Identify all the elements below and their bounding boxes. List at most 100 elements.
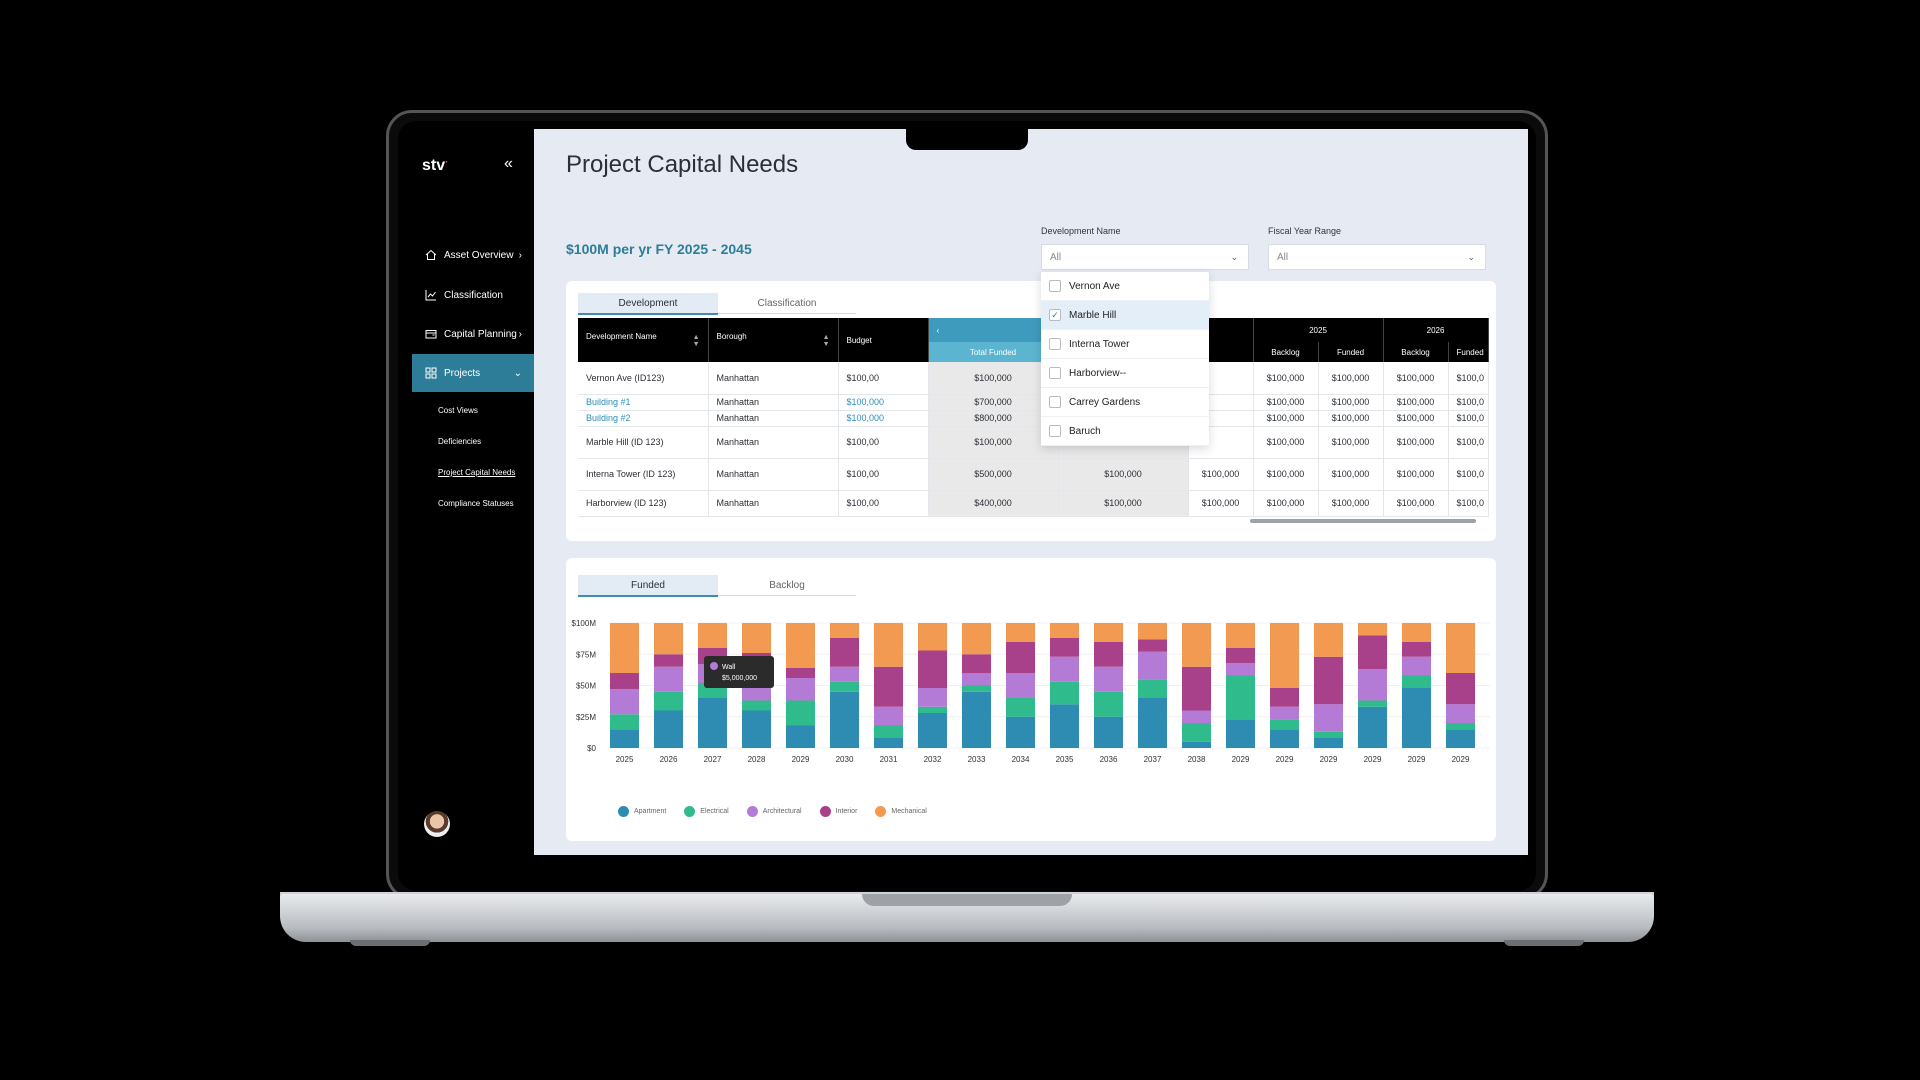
tab-development[interactable]: Development — [578, 293, 718, 315]
x-tick-label: 2029 — [1320, 755, 1338, 764]
logo[interactable]: stv· — [422, 157, 449, 174]
bar-segment-interior — [1138, 639, 1167, 652]
col-header-development[interactable]: Development Name ▲ ▼ — [578, 318, 709, 362]
sidebar-subitem-cost-views[interactable]: Cost Views — [438, 406, 478, 415]
dropdown-option[interactable]: Carrey Gardens — [1041, 388, 1209, 417]
checkbox-icon[interactable] — [1049, 425, 1061, 437]
row-budget-cell: $100,000 — [838, 394, 929, 411]
row-value-cell: $100,000 — [1318, 426, 1384, 459]
sidebar-item-asset-overview[interactable]: Asset Overview › — [412, 236, 534, 274]
dropdown-option[interactable]: ✓ Marble Hill — [1041, 301, 1209, 330]
bar-segment-apartment — [786, 725, 815, 748]
bar-segment-architectural — [1314, 704, 1343, 732]
table-row[interactable]: Interna Tower (ID 123) Manhattan $100,00 $5… — [578, 458, 1489, 491]
dropdown-option-label: Marble Hill — [1069, 309, 1117, 321]
row-value-cell: $100,000 — [1383, 458, 1449, 491]
legend-label: Architectural — [762, 808, 802, 815]
x-tick-label: 2032 — [924, 755, 942, 764]
row-value-cell: $100,000 — [1383, 410, 1449, 427]
x-tick-label: 2030 — [836, 755, 854, 764]
row-name-cell[interactable]: Building #1 — [578, 394, 709, 411]
checkbox-icon[interactable] — [1049, 280, 1061, 292]
bar-segment-interior — [1358, 635, 1387, 670]
dropdown-option-label: Interna Tower — [1069, 338, 1130, 350]
sort-icon[interactable]: ▲ ▼ — [692, 334, 700, 348]
development-select[interactable]: All ⌄ — [1041, 244, 1249, 270]
bar-segment-interior — [962, 654, 991, 673]
sidebar-item-capital-planning[interactable]: Capital Planning › — [412, 315, 534, 353]
col-header-year-2026: 2026 — [1383, 318, 1489, 342]
chevron-down-icon: ⌄ — [1467, 252, 1475, 262]
bar-segment-interior — [1050, 638, 1079, 657]
checkbox-icon[interactable] — [1049, 396, 1061, 408]
x-tick-label: 2034 — [1012, 755, 1030, 764]
col-header-budget: Budget — [838, 318, 929, 362]
legend-item[interactable]: Interior — [819, 806, 857, 817]
tab-backlog[interactable]: Backlog — [718, 575, 856, 596]
avatar[interactable] — [424, 811, 450, 837]
table-row[interactable]: Building #2 Manhattan $100,000 $800,000 $100… — [578, 410, 1489, 427]
prev-years-button[interactable]: ‹ — [928, 318, 1059, 342]
table-row[interactable]: Vernon Ave (ID123) Manhattan $100,00 $100,0… — [578, 362, 1489, 395]
laptop-foot-right — [1504, 940, 1584, 946]
wallet-icon — [424, 327, 438, 341]
checkbox-checked-icon[interactable]: ✓ — [1049, 309, 1061, 321]
horizontal-scrollbar[interactable] — [1250, 519, 1476, 523]
table-row[interactable]: Marble Hill (ID 123) Manhattan $100,00 $100… — [578, 426, 1489, 459]
bar-segment-apartment — [1314, 738, 1343, 748]
fiscal-year-select[interactable]: All ⌄ — [1268, 244, 1486, 270]
row-value-cell: $100,000 — [1318, 490, 1384, 517]
bar-segment-apartment — [1050, 704, 1079, 748]
sidebar-subitem-deficiencies[interactable]: Deficiencies — [438, 437, 482, 446]
table-row[interactable]: Harborview (ID 123) Manhattan $100,00 $400,… — [578, 490, 1489, 517]
table-row[interactable]: Building #1 Manhattan $100,000 $700,000 $100… — [578, 394, 1489, 411]
row-value-cell: $100,000 — [1318, 362, 1384, 395]
dropdown-option[interactable]: Interna Tower — [1041, 330, 1209, 359]
row-borough-cell: Manhattan — [708, 394, 839, 411]
bar-segment-mechanical — [1358, 623, 1387, 636]
col-header-year-2025: 2025 — [1253, 318, 1384, 342]
tooltip-swatch — [710, 662, 718, 670]
col-header-funded: Funded — [1448, 342, 1489, 362]
bar-segment-apartment — [742, 710, 771, 748]
dropdown-option[interactable]: Vernon Ave — [1041, 272, 1209, 301]
legend-item[interactable]: Architectural — [746, 806, 802, 817]
y-tick-label: $25M — [576, 713, 596, 722]
dropdown-option[interactable]: Baruch — [1041, 417, 1209, 446]
bar-segment-interior — [1402, 641, 1431, 657]
checkbox-icon[interactable] — [1049, 338, 1061, 350]
bar-segment-apartment — [874, 738, 903, 748]
checkbox-icon[interactable] — [1049, 367, 1061, 379]
col-header-borough[interactable]: Borough ▲ ▼ — [708, 318, 839, 362]
sidebar: stv· « Asset Overview › Classification C… — [412, 129, 534, 855]
y-tick-label: $50M — [576, 682, 596, 691]
sidebar-subitem-compliance-statuses[interactable]: Compliance Statuses — [438, 499, 514, 508]
row-name-cell[interactable]: Building #2 — [578, 410, 709, 427]
bar-segment-electrical — [742, 700, 771, 711]
bar-segment-electrical — [1006, 698, 1035, 717]
bar-segment-architectural — [918, 688, 947, 707]
legend-item[interactable]: Mechanical — [875, 806, 927, 817]
legend-swatch — [746, 806, 758, 817]
legend-item[interactable]: Apartment — [618, 806, 666, 817]
bar-segment-mechanical — [1094, 623, 1123, 642]
tab-classification[interactable]: Classification — [718, 293, 856, 314]
bar-segment-interior — [830, 638, 859, 667]
sidebar-subitem-project-capital-needs[interactable]: Project Capital Needs — [438, 468, 516, 477]
legend-item[interactable]: Electrical — [684, 806, 729, 817]
bar-segment-architectural — [1226, 663, 1255, 676]
sidebar-item-classification[interactable]: Classification — [412, 276, 534, 314]
bar-segment-interior — [1270, 688, 1299, 707]
row-budget-cell: $100,000 — [838, 410, 929, 427]
sort-icon[interactable]: ▲ ▼ — [822, 334, 830, 348]
tab-funded[interactable]: Funded — [578, 575, 718, 597]
chevron-down-icon: ⌄ — [1230, 252, 1238, 262]
legend-label: Electrical — [700, 808, 729, 815]
bar-segment-apartment — [918, 713, 947, 748]
sidebar-item-projects[interactable]: Projects ⌄ — [412, 354, 534, 392]
dropdown-option[interactable]: Harborview-- — [1041, 359, 1209, 388]
bar-segment-architectural — [654, 666, 683, 692]
x-tick-label: 2029 — [1276, 755, 1294, 764]
row-budget-cell: $100,00 — [838, 458, 929, 491]
collapse-sidebar-icon[interactable]: « — [504, 155, 513, 172]
